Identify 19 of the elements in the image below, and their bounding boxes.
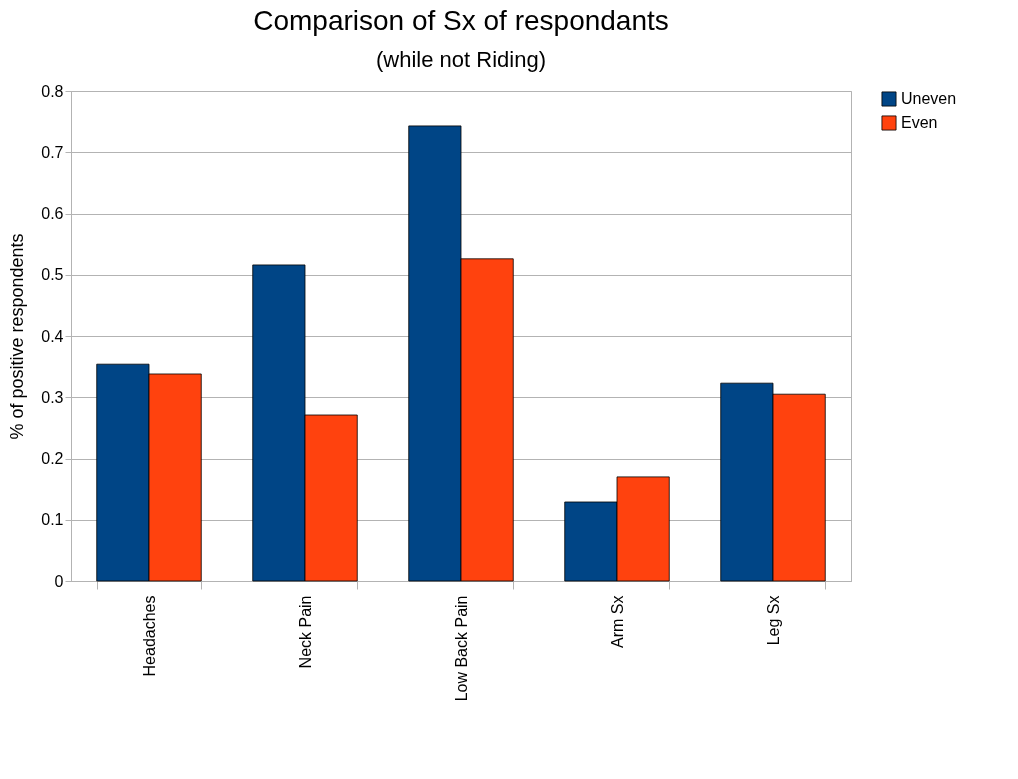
y-tick-label: 0.7 (41, 143, 64, 161)
x-tick-label: Arm Sx (608, 595, 626, 648)
y-axis-title: % of positive respondents (7, 233, 28, 440)
y-tick-label: 0.5 (41, 266, 64, 284)
y-tick-label: 0.6 (41, 205, 64, 222)
legend-label: Uneven (901, 90, 957, 107)
y-tick-label: 0.1 (41, 511, 64, 529)
x-tick-label: Low Back Pain (452, 595, 470, 702)
y-tick-label: 0 (54, 572, 64, 590)
y-tick-label: 0.8 (41, 82, 64, 100)
x-tick-label: Headaches (140, 595, 158, 677)
x-tick-label: Leg Sx (764, 595, 782, 646)
y-tick-label: 0.3 (41, 388, 64, 406)
chart-subtitle: (while not Riding) (376, 47, 546, 72)
legend-label: Even (901, 114, 938, 131)
y-tick-label: 0.4 (41, 327, 64, 345)
chart-title: Comparison of Sx of respondants (253, 5, 669, 36)
y-tick-label: 0.2 (41, 450, 64, 467)
x-tick-label: Neck Pain (296, 595, 314, 669)
